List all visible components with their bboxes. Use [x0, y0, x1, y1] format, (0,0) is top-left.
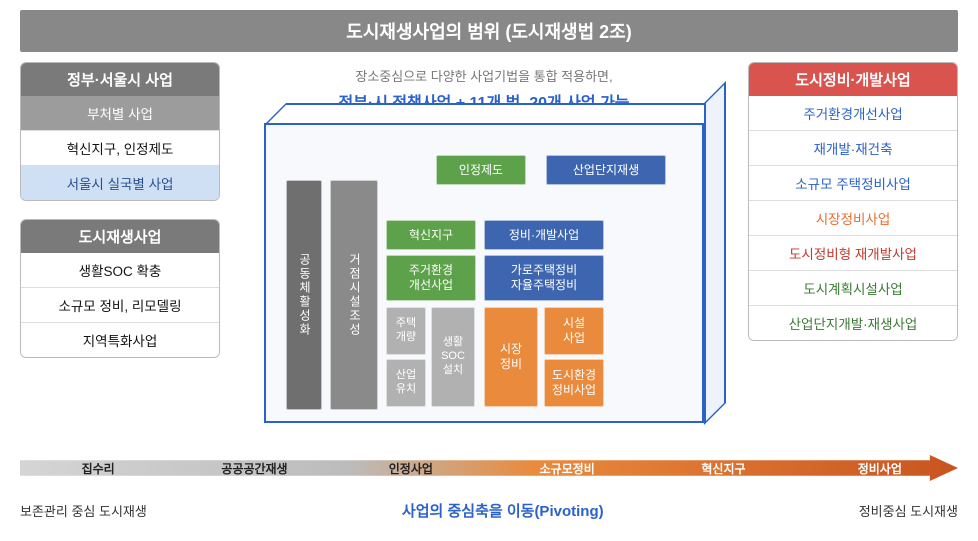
cube-block: 공동체활성화 [286, 180, 322, 410]
panel-row: 지역특화사업 [21, 322, 219, 357]
cube-block: 거점시설조성 [330, 180, 378, 410]
cube-block: 가로주택정비 자율주택정비 [484, 255, 604, 301]
panel-head: 정부·서울시 사업 [21, 63, 219, 96]
main-area: 정부·서울시 사업부처별 사업혁신지구, 인정제도서울시 실국별 사업도시재생사… [0, 52, 978, 423]
center-caption: 장소중심으로 다양한 사업기법을 통합 적용하면, [234, 66, 734, 85]
cube-block: 산업 유치 [386, 359, 426, 407]
cube-block: 혁신지구 [386, 220, 476, 250]
arrow-label: 집수리 [20, 460, 176, 477]
arrow-label: 정비사업 [802, 460, 958, 477]
left-panel: 도시재생사업생활SOC 확충소규모 정비, 리모델링지역특화사업 [20, 219, 220, 358]
center-column: 장소중심으로 다양한 사업기법을 통합 적용하면, 정부·시 정책사업 + 11… [234, 62, 734, 423]
cube-block: 주거환경 개선사업 [386, 255, 476, 301]
cube-block: 생활 SOC 설치 [431, 307, 475, 407]
cube-block: 주택 개량 [386, 307, 426, 355]
panel-row: 산업단지개발·재생사업 [749, 305, 957, 340]
page-title: 도시재생사업의 범위 (도시재생법 2조) [20, 10, 958, 52]
arrow-label: 인정사업 [333, 460, 489, 477]
cube-block: 정비·개발사업 [484, 220, 604, 250]
panel-head: 도시정비·개발사업 [749, 63, 957, 96]
panel-row: 소규모 주택정비사업 [749, 165, 957, 200]
cube-block: 시설 사업 [544, 307, 604, 355]
panel-head: 도시재생사업 [21, 220, 219, 253]
cube-block: 시장 정비 [484, 307, 538, 407]
arrow-label: 소규모정비 [489, 460, 645, 477]
panel-row: 도시정비형 재개발사업 [749, 235, 957, 270]
arrow-label: 공공공간재생 [176, 460, 332, 477]
panel-row: 혁신지구, 인정제도 [21, 130, 219, 165]
cube-diagram: 공동체활성화거점시설조성 인정제도혁신지구주거환경 개선사업주택 개량산업 유치생… [264, 123, 704, 423]
bottom-pivot-caption: 사업의 중심축을 이동(Pivoting) [402, 500, 604, 521]
panel-row: 생활SOC 확충 [21, 253, 219, 287]
cube-block: 산업단지재생 [546, 155, 666, 185]
panel-row: 서울시 실국별 사업 [21, 165, 219, 200]
bottom-caption-row: 보존관리 중심 도시재생 사업의 중심축을 이동(Pivoting) 정비중심 … [20, 500, 958, 521]
cube-block: 도시환경 정비사업 [544, 359, 604, 407]
cube-side [704, 81, 726, 425]
panel-row: 시장정비사업 [749, 200, 957, 235]
cube-block: 인정제도 [436, 155, 526, 185]
left-column: 정부·서울시 사업부처별 사업혁신지구, 인정제도서울시 실국별 사업도시재생사… [20, 62, 220, 423]
right-panel: 도시정비·개발사업주거환경개선사업재개발·재건축소규모 주택정비사업시장정비사업… [748, 62, 958, 341]
panel-row: 주거환경개선사업 [749, 96, 957, 130]
bottom-right-caption: 정비중심 도시재생 [859, 501, 958, 520]
pivot-arrow-labels: 집수리공공공간재생인정사업소규모정비혁신지구정비사업 [20, 455, 958, 481]
bottom-left-caption: 보존관리 중심 도시재생 [20, 501, 147, 520]
cube-roof [264, 103, 726, 125]
left-panel: 정부·서울시 사업부처별 사업혁신지구, 인정제도서울시 실국별 사업 [20, 62, 220, 201]
panel-row: 도시계획시설사업 [749, 270, 957, 305]
arrow-label: 혁신지구 [645, 460, 801, 477]
panel-row: 소규모 정비, 리모델링 [21, 287, 219, 322]
panel-row: 부처별 사업 [21, 96, 219, 130]
panel-row: 재개발·재건축 [749, 130, 957, 165]
right-column: 도시정비·개발사업주거환경개선사업재개발·재건축소규모 주택정비사업시장정비사업… [748, 62, 958, 423]
